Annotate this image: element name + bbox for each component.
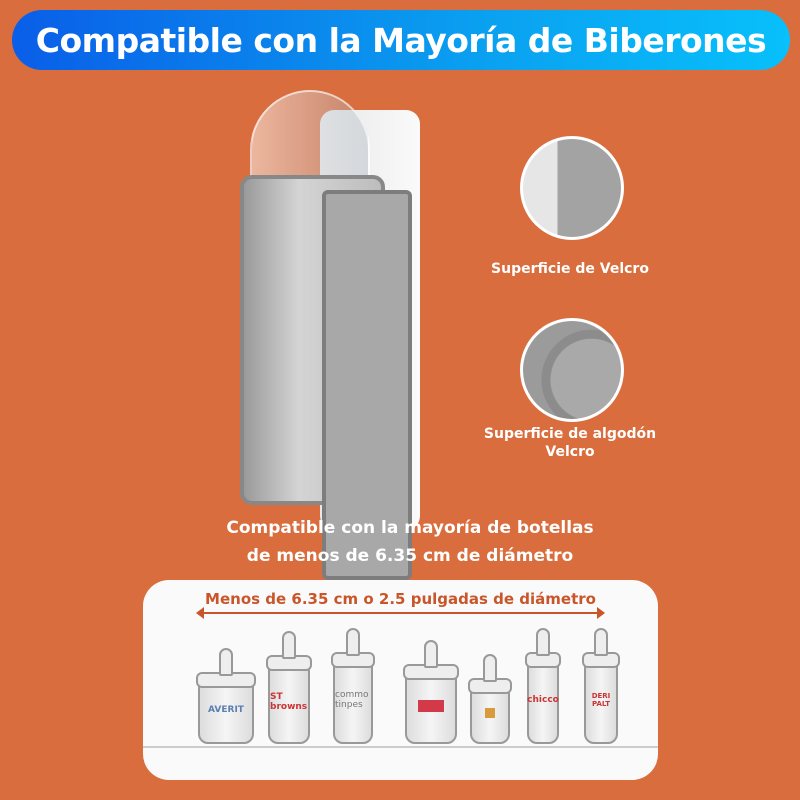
cotton-velcro-surface-label: Superficie de algodón Velcro (483, 426, 657, 460)
velcro-surface-image (520, 136, 624, 240)
shelf-line (143, 746, 658, 748)
cotton-velcro-surface-image (520, 318, 624, 422)
banner-title: Compatible con la Mayoría de Biberones (35, 20, 767, 60)
bottles-panel: Menos de 6.35 cm o 2.5 pulgadas de diáme… (143, 580, 658, 780)
bottle-2: ST browns (266, 631, 312, 744)
bottle-6: chicco (525, 628, 561, 744)
brand-label (485, 708, 495, 718)
bottle-1: AVERIT (196, 648, 256, 744)
bottle-4 (403, 640, 459, 744)
caption-line-2: de menos de 6.35 cm de diámetro (246, 546, 574, 566)
diameter-label: Menos de 6.35 cm o 2.5 pulgadas de diáme… (205, 590, 596, 608)
velcro-flap (322, 190, 412, 580)
bottle-warmer-image (230, 80, 450, 580)
velcro-surface-label: Superficie de Velcro (491, 261, 649, 277)
brand-label (418, 700, 444, 712)
bottle-5 (468, 654, 512, 744)
title-banner: Compatible con la Mayoría de Biberones (12, 10, 790, 70)
double-arrow-icon (196, 607, 605, 619)
compatibility-caption: Compatible con la mayoría de botellas de… (200, 514, 620, 570)
bottle-3: commo tinpes (331, 628, 375, 744)
caption-line-1: Compatible con la mayoría de botellas (226, 518, 594, 538)
bottle-7: DERI PALT (582, 628, 620, 744)
